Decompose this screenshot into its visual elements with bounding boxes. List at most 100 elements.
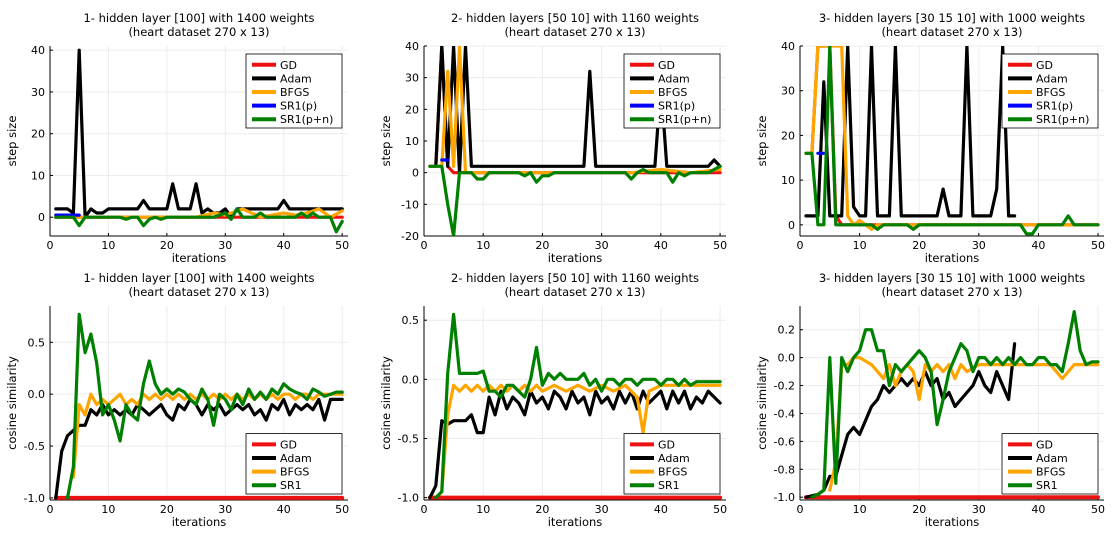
x-tick-label: 0 bbox=[421, 239, 428, 252]
y-tick-label: 20 bbox=[405, 103, 419, 116]
legend-label: SR1(p) bbox=[658, 100, 695, 113]
series-group bbox=[54, 48, 344, 234]
x-tick-label: 50 bbox=[1091, 239, 1105, 252]
chart-title: 1- hidden layer [100] with 1400 weights bbox=[83, 271, 314, 285]
x-axis-label: iterations bbox=[925, 515, 980, 529]
legend-label: SR1(p+n) bbox=[658, 113, 711, 126]
y-axis-label: cosine similarity bbox=[5, 356, 19, 450]
legend-label: SR1(p+n) bbox=[1036, 113, 1089, 126]
legend-label: BFGS bbox=[1036, 466, 1065, 479]
legend-label: SR1 bbox=[658, 479, 680, 492]
series-line-sr1 bbox=[65, 312, 344, 500]
chart-title: 1- hidden layer [100] with 1400 weights bbox=[83, 11, 314, 25]
legend-label: GD bbox=[1036, 438, 1053, 451]
x-tick-label: 30 bbox=[218, 503, 232, 516]
legend-label: SR1 bbox=[1036, 479, 1058, 492]
y-tick-label: -0.2 bbox=[774, 380, 795, 393]
chart-subtitle: (heart dataset 270 x 13) bbox=[128, 25, 269, 39]
y-tick-label: -0.8 bbox=[774, 463, 795, 476]
chart-subtitle: (heart dataset 270 x 13) bbox=[881, 285, 1022, 299]
x-tick-label: 10 bbox=[101, 503, 115, 516]
series-line-adam bbox=[434, 46, 722, 175]
y-tick-label: 0.5 bbox=[28, 336, 46, 349]
x-axis-label: iterations bbox=[548, 251, 603, 265]
chart-title: 2- hidden layers [50 10] with 1160 weigh… bbox=[451, 11, 699, 25]
y-tick-label: -0.5 bbox=[398, 432, 419, 445]
x-tick-label: 30 bbox=[595, 239, 609, 252]
x-tick-label: 10 bbox=[853, 239, 867, 252]
legend-label: BFGS bbox=[280, 466, 309, 479]
series-line-adam bbox=[54, 397, 344, 500]
legend-label: BFGS bbox=[1036, 86, 1065, 99]
series-group bbox=[427, 312, 723, 500]
x-tick-label: 0 bbox=[47, 239, 54, 252]
y-tick-label: 40 bbox=[781, 40, 795, 53]
y-tick-label: 10 bbox=[405, 135, 419, 148]
series-line-sr1-p-n- bbox=[428, 164, 722, 236]
x-tick-label: 50 bbox=[1091, 503, 1105, 516]
x-tick-label: 20 bbox=[535, 503, 549, 516]
legend-label: Adam bbox=[658, 72, 690, 85]
y-tick-label: 10 bbox=[31, 169, 45, 182]
legend-label: SR1(p) bbox=[280, 100, 317, 113]
y-tick-label: -1.0 bbox=[24, 492, 45, 505]
chart-panel-5: 2- hidden layers [50 10] with 1160 weigh… bbox=[379, 271, 727, 529]
y-tick-label: -0.4 bbox=[774, 407, 795, 420]
chart-title: 3- hidden layers [30 15 10] with 1000 we… bbox=[819, 11, 1085, 25]
series-line-sr1 bbox=[810, 310, 1100, 499]
series-group bbox=[53, 312, 345, 500]
x-tick-label: 30 bbox=[972, 503, 986, 516]
x-tick-label: 50 bbox=[335, 503, 349, 516]
y-tick-label: 0.0 bbox=[778, 352, 796, 365]
x-axis-label: iterations bbox=[172, 515, 227, 529]
y-tick-label: 0.0 bbox=[402, 373, 420, 386]
chart-subtitle: (heart dataset 270 x 13) bbox=[504, 25, 645, 39]
y-tick-label: 40 bbox=[31, 44, 45, 57]
x-tick-label: 30 bbox=[595, 503, 609, 516]
series-line-adam bbox=[428, 389, 722, 500]
x-tick-label: 10 bbox=[101, 239, 115, 252]
x-tick-label: 20 bbox=[535, 239, 549, 252]
legend-label: Adam bbox=[1036, 72, 1068, 85]
y-tick-label: -0.5 bbox=[24, 440, 45, 453]
x-tick-label: 30 bbox=[972, 239, 986, 252]
chart-panel-6: 3- hidden layers [30 15 10] with 1000 we… bbox=[755, 271, 1105, 529]
x-axis-label: iterations bbox=[172, 251, 227, 265]
legend-label: Adam bbox=[280, 72, 312, 85]
chart-subtitle: (heart dataset 270 x 13) bbox=[881, 25, 1022, 39]
x-tick-label: 10 bbox=[476, 239, 490, 252]
y-tick-label: 30 bbox=[781, 85, 795, 98]
x-axis-label: iterations bbox=[548, 515, 603, 529]
x-tick-label: 40 bbox=[1031, 503, 1045, 516]
x-tick-label: 0 bbox=[421, 503, 428, 516]
y-axis-label: cosine similarity bbox=[379, 356, 393, 450]
x-axis-label: iterations bbox=[925, 251, 980, 265]
y-tick-label: -20 bbox=[401, 230, 419, 243]
x-tick-label: 40 bbox=[277, 503, 291, 516]
y-axis-label: cosine similarity bbox=[755, 356, 769, 450]
series-line-sr1-p-n- bbox=[54, 207, 344, 234]
chart-subtitle: (heart dataset 270 x 13) bbox=[504, 285, 645, 299]
series-group bbox=[428, 46, 722, 236]
legend-label: GD bbox=[280, 438, 297, 451]
y-tick-label: 10 bbox=[781, 174, 795, 187]
chart-panel-4: 1- hidden layer [100] with 1400 weights(… bbox=[5, 271, 349, 529]
x-tick-label: 50 bbox=[335, 239, 349, 252]
x-tick-label: 20 bbox=[912, 239, 926, 252]
legend-label: GD bbox=[1036, 59, 1053, 72]
y-tick-label: -1.0 bbox=[774, 491, 795, 504]
y-tick-label: 20 bbox=[781, 129, 795, 142]
y-tick-label: 30 bbox=[405, 72, 419, 85]
chart-title: 2- hidden layers [50 10] with 1160 weigh… bbox=[451, 271, 699, 285]
chart-panel-1: 1- hidden layer [100] with 1400 weights(… bbox=[5, 11, 349, 265]
x-tick-label: 20 bbox=[160, 503, 174, 516]
x-tick-label: 20 bbox=[912, 503, 926, 516]
x-tick-label: 50 bbox=[713, 503, 727, 516]
y-tick-label: 0.2 bbox=[778, 324, 796, 337]
